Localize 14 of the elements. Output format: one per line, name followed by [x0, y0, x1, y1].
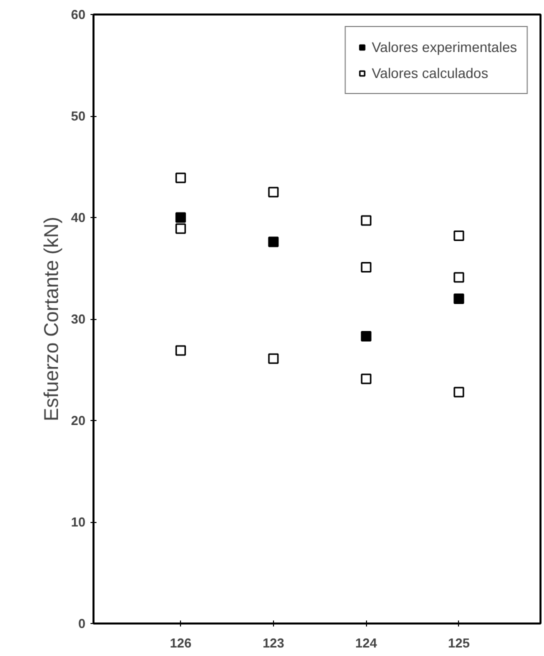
x-tick-label: 126: [170, 636, 192, 650]
x-tick-label: 124: [355, 636, 378, 650]
y-tick-label: 0: [78, 616, 86, 631]
y-tick-label: 50: [71, 108, 86, 124]
x-tick-label: 125: [448, 636, 470, 650]
y-tick-label: 20: [71, 413, 86, 428]
legend-label: Valores experimentales: [372, 39, 517, 55]
y-tick-label: 30: [71, 312, 86, 326]
legend-label: Valores calculados: [372, 65, 488, 81]
y-tick-label: 10: [71, 514, 86, 530]
y-tick-label: 40: [71, 210, 86, 225]
y-tick-label: 60: [71, 7, 86, 22]
x-tick-label: 123: [262, 636, 284, 650]
y-axis-title: Esfuerzo Cortante (kN): [41, 216, 64, 422]
